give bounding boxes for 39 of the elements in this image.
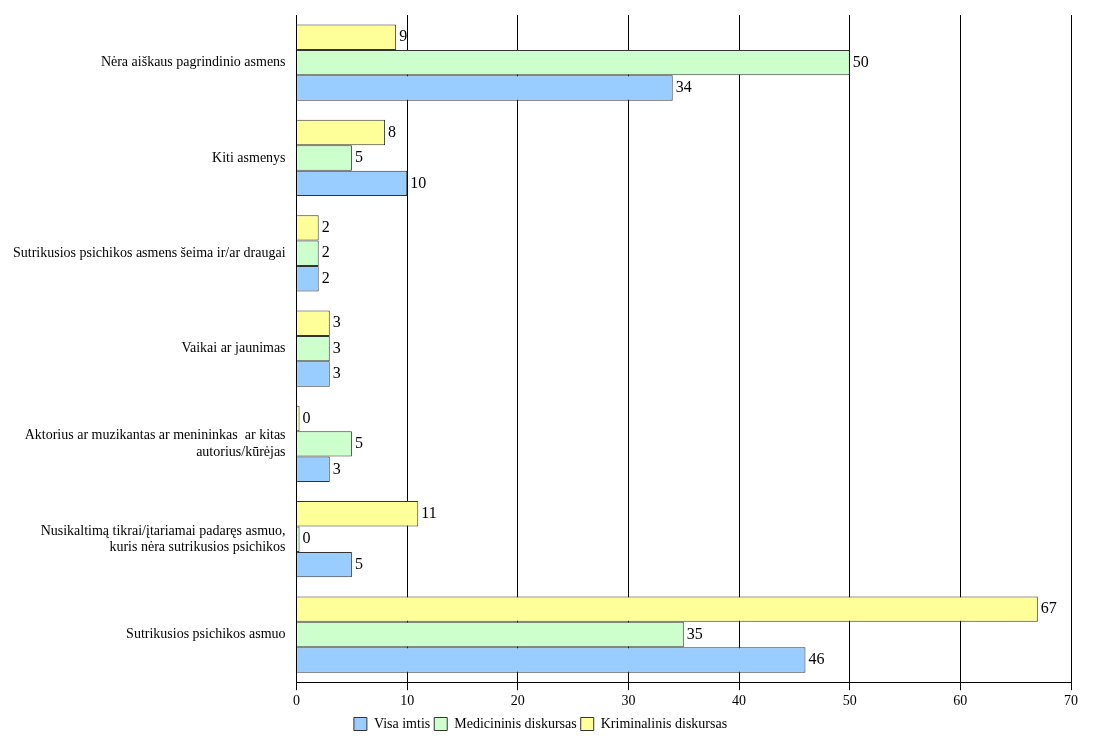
x-tick-label: 60 bbox=[953, 693, 968, 709]
legend-label: Medicininis diskursas bbox=[454, 715, 577, 731]
data-label: 0 bbox=[302, 529, 311, 547]
data-label: 8 bbox=[388, 122, 397, 140]
data-label: 5 bbox=[354, 434, 363, 452]
x-tick-label: 40 bbox=[732, 693, 747, 709]
legend-label: Kriminalinis diskursas bbox=[600, 715, 728, 731]
y-tick-label: Nėra aiškaus pagrindinio asmens bbox=[100, 54, 286, 70]
data-label: 2 bbox=[321, 218, 330, 236]
x-tick-label: 70 bbox=[1064, 693, 1078, 709]
data-label: 2 bbox=[321, 243, 330, 261]
legend-label: Visa imtis bbox=[373, 715, 431, 731]
x-tick-label: 0 bbox=[293, 693, 301, 709]
y-tick-label: Vaikai ar jaunimas bbox=[181, 340, 286, 356]
data-label: 3 bbox=[332, 313, 341, 331]
data-label: 5 bbox=[354, 148, 363, 166]
y-tick-label: Sutrikusios psichikos asmuo bbox=[126, 626, 286, 642]
data-label: 0 bbox=[302, 408, 311, 426]
x-tick-label: 50 bbox=[842, 693, 857, 709]
y-tick-label: Kiti asmenys bbox=[212, 149, 286, 165]
y-tick-label: Aktorius ar muzikantas ar menininkas ar kitas autorius/kūrėjas bbox=[24, 427, 286, 459]
data-label: 2 bbox=[321, 268, 330, 286]
data-label: 3 bbox=[332, 338, 341, 356]
y-tick-label: Nusikaltimą tikrai/įtariamai padaręs asmuo, kuris nėra sutrikusios psichikos bbox=[40, 522, 286, 555]
data-label: 34 bbox=[675, 78, 692, 96]
data-label: 46 bbox=[808, 650, 825, 668]
x-tick-label: 10 bbox=[400, 693, 415, 709]
data-label: 3 bbox=[332, 364, 341, 382]
x-tick-label: 20 bbox=[510, 693, 525, 709]
y-tick-label: Sutrikusios psichikos asmens šeima ir/ar draugai bbox=[12, 244, 286, 260]
data-label: 9 bbox=[399, 27, 408, 45]
data-label: 10 bbox=[410, 173, 427, 191]
data-label: 11 bbox=[421, 504, 437, 522]
data-label: 50 bbox=[852, 52, 869, 70]
x-tick-label: 30 bbox=[621, 693, 636, 709]
data-label: 67 bbox=[1040, 599, 1057, 617]
data-label: 35 bbox=[686, 624, 703, 642]
data-label: 3 bbox=[332, 459, 341, 477]
data-label: 5 bbox=[354, 554, 363, 572]
